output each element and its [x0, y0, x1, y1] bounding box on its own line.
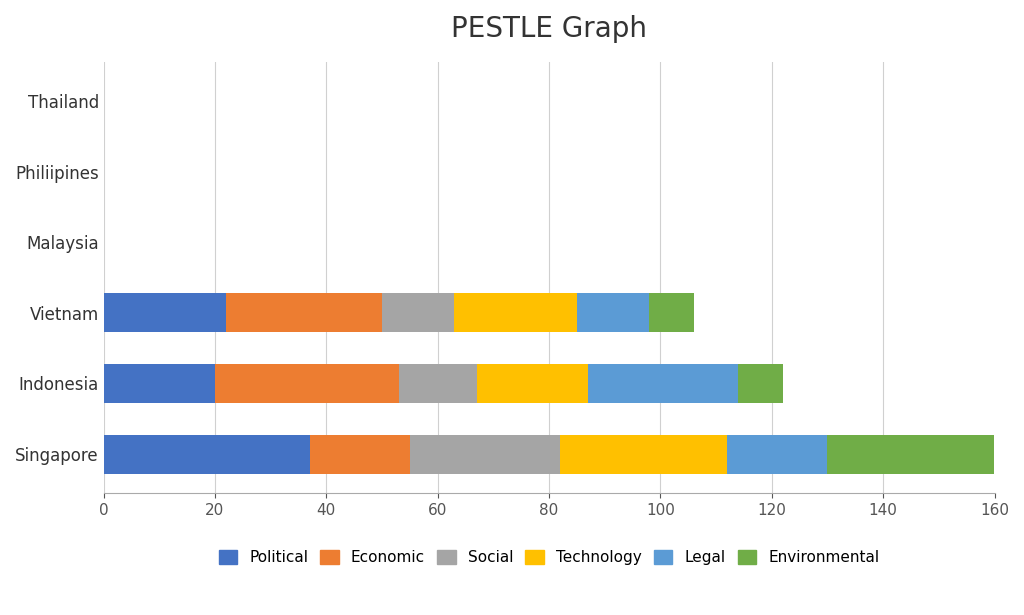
Bar — [738, 364, 783, 403]
Bar — [476, 364, 588, 403]
Bar — [727, 435, 827, 474]
Bar — [309, 435, 410, 474]
Bar — [649, 293, 694, 332]
Bar — [410, 435, 560, 474]
Bar — [588, 364, 738, 403]
Bar — [215, 364, 398, 403]
Bar — [226, 293, 382, 332]
Bar — [103, 435, 309, 474]
Bar — [103, 364, 215, 403]
Bar — [577, 293, 649, 332]
Title: PESTLE Graph: PESTLE Graph — [451, 15, 647, 43]
Bar — [455, 293, 577, 332]
Bar — [560, 435, 727, 474]
Bar — [398, 364, 476, 403]
Legend: Political, Economic, Social, Technology, Legal, Environmental: Political, Economic, Social, Technology,… — [212, 544, 886, 571]
Bar — [382, 293, 455, 332]
Bar — [103, 293, 226, 332]
Bar — [827, 435, 994, 474]
